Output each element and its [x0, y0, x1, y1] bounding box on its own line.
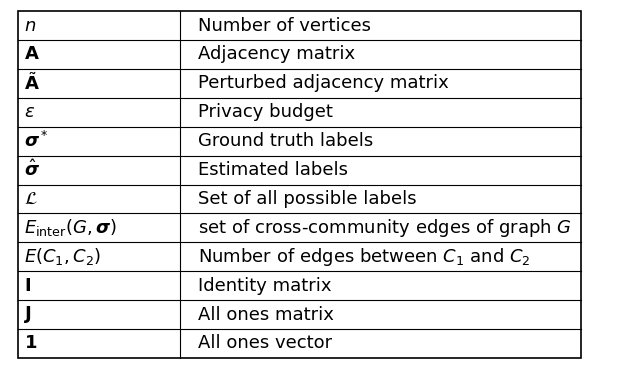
- Text: $\mathbf{A}$: $\mathbf{A}$: [24, 45, 40, 63]
- Text: Number of edges between $C_1$ and $C_2$: Number of edges between $C_1$ and $C_2$: [198, 246, 530, 268]
- Text: $\hat{\boldsymbol{\sigma}}$: $\hat{\boldsymbol{\sigma}}$: [24, 160, 40, 180]
- Text: set of cross-community edges of graph $G$: set of cross-community edges of graph $G…: [198, 217, 572, 239]
- Text: $\mathbf{J}$: $\mathbf{J}$: [24, 304, 32, 325]
- Text: All ones vector: All ones vector: [198, 334, 332, 352]
- FancyBboxPatch shape: [18, 11, 580, 358]
- Text: All ones matrix: All ones matrix: [198, 306, 333, 324]
- Text: Adjacency matrix: Adjacency matrix: [198, 45, 355, 63]
- Text: $\tilde{\mathbf{A}}$: $\tilde{\mathbf{A}}$: [24, 73, 40, 94]
- Text: $\mathcal{L}$: $\mathcal{L}$: [24, 190, 38, 208]
- Text: Ground truth labels: Ground truth labels: [198, 132, 372, 150]
- Text: $n$: $n$: [24, 17, 36, 35]
- Text: Estimated labels: Estimated labels: [198, 161, 348, 179]
- Text: Privacy budget: Privacy budget: [198, 103, 332, 121]
- Text: $\mathbf{I}$: $\mathbf{I}$: [24, 277, 31, 295]
- Text: $E_{\mathrm{inter}}(G, \boldsymbol{\sigma})$: $E_{\mathrm{inter}}(G, \boldsymbol{\sigm…: [24, 217, 117, 238]
- Text: Set of all possible labels: Set of all possible labels: [198, 190, 416, 208]
- Text: $\epsilon$: $\epsilon$: [24, 103, 35, 121]
- Text: $\boldsymbol{\sigma}^*$: $\boldsymbol{\sigma}^*$: [24, 131, 49, 151]
- Text: Identity matrix: Identity matrix: [198, 277, 331, 295]
- Text: Perturbed adjacency matrix: Perturbed adjacency matrix: [198, 74, 448, 92]
- Text: Number of vertices: Number of vertices: [198, 17, 371, 35]
- Text: $E(C_1, C_2)$: $E(C_1, C_2)$: [24, 246, 101, 267]
- Text: $\mathbf{1}$: $\mathbf{1}$: [24, 334, 37, 352]
